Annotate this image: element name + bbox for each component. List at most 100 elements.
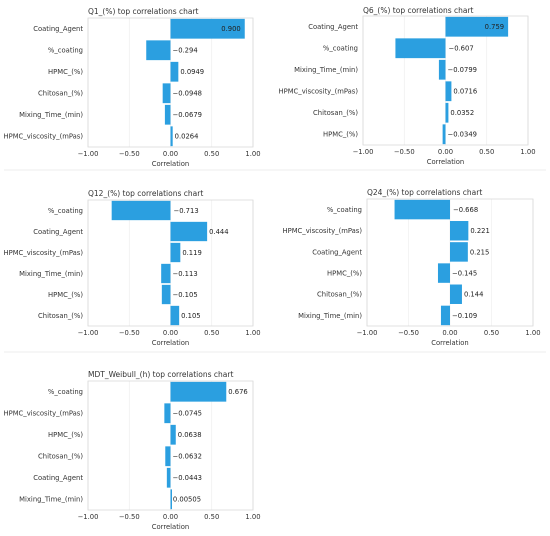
category-label: HPMC_viscosity_(mPas): [3, 410, 83, 418]
bar: [170, 489, 172, 510]
category-label: Coating_Agent: [33, 474, 83, 482]
x-axis-label: Correlation: [152, 523, 189, 531]
x-tick-label: −0.50: [398, 329, 419, 337]
bar: [166, 467, 171, 488]
x-tick-label: 0.50: [204, 150, 219, 158]
bar: [437, 263, 450, 283]
value-label: −0.0443: [173, 474, 202, 482]
x-axis-label: Correlation: [427, 158, 464, 166]
chart-panel-1: Q1_(%) top correlations chart −1.00 −0.50 0…: [3, 7, 260, 168]
value-label: −0.607: [449, 45, 474, 53]
bar: [450, 284, 462, 304]
category-label: Chitosan_(%): [313, 109, 358, 117]
x-tick-label: 1.00: [245, 150, 260, 158]
plot-frame: [366, 198, 534, 327]
x-tick-label: 0.00: [438, 148, 453, 156]
x-tick-label: −0.50: [394, 148, 415, 156]
category-label: %_coating: [48, 388, 83, 396]
value-label: 0.0949: [180, 68, 204, 76]
value-label: 0.144: [464, 291, 483, 299]
bar: [442, 124, 446, 145]
chart-panel-2: Q6_(%) top correlations chart −1.00 −0.50 0…: [278, 6, 535, 166]
category-label: Mixing_Time_(min): [19, 111, 83, 119]
x-tick-label: 0.50: [479, 148, 494, 156]
plot-frame: [362, 15, 529, 146]
x-tick-label: −0.50: [119, 150, 140, 158]
x-tick-label: 0.50: [484, 329, 499, 337]
x-tick-label: −1.00: [353, 148, 374, 156]
category-label: Chitosan_(%): [38, 312, 83, 320]
value-label: −0.105: [173, 291, 198, 299]
category-label: HPMC_viscosity_(mPas): [3, 249, 83, 257]
plot-frame: [87, 199, 254, 327]
category-label: Chitosan_(%): [38, 453, 83, 461]
x-tick-label: 1.00: [520, 148, 535, 156]
bar: [170, 221, 208, 242]
category-label: Mixing_Time_(min): [19, 496, 83, 504]
category-label: Chitosan_(%): [317, 291, 362, 299]
value-label: −0.113: [173, 270, 198, 278]
chart-panel-4: Q24_(%) top correlations chart −1.00 −0.50…: [282, 188, 540, 347]
value-label: −0.0679: [173, 111, 202, 119]
x-tick-label: 1.00: [245, 329, 260, 337]
chart-panel-3: Q12_(%) top correlations chart −1.00 −0.50…: [3, 189, 260, 347]
value-label: 0.221: [470, 227, 489, 235]
bar: [165, 446, 171, 467]
value-label: −0.294: [173, 47, 198, 55]
x-axis-label: Correlation: [152, 339, 189, 347]
category-label: HPMC_viscosity_(mPas): [278, 88, 358, 96]
category-label: Mixing_Time_(min): [19, 270, 83, 278]
category-label: Coating_Agent: [308, 23, 358, 31]
x-tick-label: 1.00: [245, 513, 260, 521]
category-label: Mixing_Time_(min): [294, 66, 358, 74]
plot-frame: [87, 17, 254, 148]
value-label: 0.119: [182, 249, 201, 257]
bar: [440, 305, 450, 326]
value-label: 0.0352: [450, 109, 474, 117]
bar: [395, 38, 446, 59]
value-label: −0.145: [452, 269, 477, 277]
chart-panel-5: MDT_Weibull_(h) top correlations chart −1…: [3, 370, 260, 531]
category-label: HPMC_viscosity_(mPas): [282, 227, 362, 235]
category-label: HPMC_(%): [48, 431, 83, 439]
x-tick-label: −0.50: [119, 513, 140, 521]
value-label: 0.0638: [178, 431, 202, 439]
bar: [164, 104, 171, 125]
bar: [445, 102, 449, 123]
value-label: 0.676: [228, 388, 247, 396]
category-label: HPMC_(%): [327, 269, 362, 277]
category-label: HPMC_(%): [48, 68, 83, 76]
bar: [164, 403, 171, 424]
chart-title: MDT_Weibull_(h) top correlations chart: [88, 370, 233, 379]
category-label: %_coating: [323, 45, 358, 53]
value-label: −0.109: [452, 312, 477, 320]
x-tick-label: 1.00: [525, 329, 540, 337]
value-label: −0.0799: [448, 66, 477, 74]
category-label: HPMC_(%): [323, 131, 358, 139]
category-label: %_coating: [48, 47, 83, 55]
value-label: 0.900: [221, 25, 240, 33]
value-label: −0.0349: [448, 131, 477, 139]
bar: [170, 61, 179, 82]
bar: [111, 200, 171, 221]
chart-title: Q12_(%) top correlations chart: [88, 189, 203, 198]
category-label: Coating_Agent: [312, 248, 362, 256]
value-label: −0.0632: [173, 453, 202, 461]
value-label: −0.713: [174, 207, 199, 215]
bar: [170, 126, 173, 147]
x-tick-label: −0.50: [119, 329, 140, 337]
category-label: HPMC_viscosity_(mPas): [3, 133, 83, 141]
bar: [170, 18, 245, 39]
bar: [161, 284, 171, 305]
bar: [394, 199, 450, 220]
category-label: HPMC_(%): [48, 291, 83, 299]
bar: [170, 305, 180, 326]
bar: [161, 263, 171, 284]
bar: [170, 424, 176, 445]
value-label: 0.0264: [175, 133, 199, 141]
x-tick-label: −1.00: [357, 329, 378, 337]
value-label: −0.0745: [173, 410, 202, 418]
x-tick-label: 0.00: [163, 150, 178, 158]
x-tick-label: 0.00: [163, 513, 178, 521]
